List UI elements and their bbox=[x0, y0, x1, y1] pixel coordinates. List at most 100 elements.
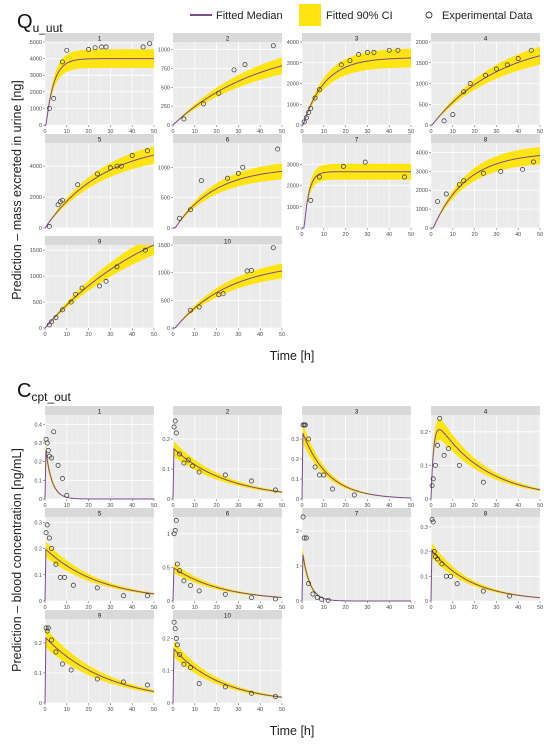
y-tick-label: 0.3 bbox=[34, 441, 42, 447]
median-line bbox=[172, 567, 283, 602]
x-tick-label: 0 bbox=[300, 232, 303, 238]
data-point bbox=[310, 591, 316, 597]
ci-band bbox=[45, 245, 154, 328]
median-line bbox=[44, 154, 155, 229]
x-tick-label: 10 bbox=[192, 503, 198, 509]
x-tick-label: 0 bbox=[43, 129, 46, 135]
data-point bbox=[222, 472, 228, 478]
data-point bbox=[49, 546, 54, 551]
data-point bbox=[97, 283, 102, 289]
data-point bbox=[121, 679, 126, 685]
data-point bbox=[364, 49, 370, 55]
ci-band bbox=[173, 563, 282, 601]
x-tick-label: 0 bbox=[43, 332, 46, 338]
data-point bbox=[480, 479, 486, 485]
y-tick-label: 1 bbox=[296, 564, 299, 570]
x-tick-label: 30 bbox=[235, 503, 241, 509]
y-tick-label: 2000 bbox=[416, 188, 428, 194]
x-tick-label: 0 bbox=[171, 129, 174, 135]
panel-strip bbox=[302, 134, 411, 143]
data-point bbox=[62, 574, 68, 580]
x-tick-label: 20 bbox=[472, 232, 478, 238]
y-tick-label: 0.2 bbox=[34, 460, 42, 466]
x-tick-label: 40 bbox=[515, 129, 521, 135]
x-tick-label: 0 bbox=[429, 129, 432, 135]
x-tick-label: 10 bbox=[192, 707, 198, 713]
data-point bbox=[64, 47, 70, 53]
x-tick-label: 30 bbox=[493, 232, 499, 238]
y-tick-label: 1500 bbox=[416, 61, 428, 67]
median-line bbox=[44, 450, 154, 500]
panel-strip bbox=[45, 236, 154, 245]
panel-strip-label: 1 bbox=[98, 36, 102, 43]
y-tick-label: 1000 bbox=[416, 207, 428, 213]
bottom-figure-title: Ccpt_out bbox=[17, 380, 71, 404]
data-point bbox=[79, 285, 85, 291]
y-tick-label: 2000 bbox=[30, 195, 42, 201]
x-tick-label: 40 bbox=[515, 503, 521, 509]
panel-strip bbox=[302, 406, 411, 415]
x-tick-label: 0 bbox=[429, 503, 432, 509]
blood-figure: 10 10 20 30 40 5000.10.20.30.420 10 20 30 40 5000.… bbox=[34, 406, 543, 713]
panel-1: 10 10 20 30 40 5000.10.20.30.4 bbox=[34, 406, 157, 509]
x-tick-label: 50 bbox=[537, 605, 543, 611]
data-point bbox=[308, 197, 314, 203]
panel-8: 8 0 10 20 30 40 50 0 1000 2000 3000 4000 bbox=[416, 134, 543, 238]
y-tick-label: 4000 bbox=[416, 150, 428, 156]
data-point bbox=[190, 463, 196, 469]
panel-strip-label: 4 bbox=[484, 409, 488, 416]
ci-band bbox=[302, 48, 411, 125]
y-tick-label: 0.1 bbox=[291, 477, 299, 483]
x-tick-label: 30 bbox=[235, 332, 241, 338]
x-tick-label: 50 bbox=[279, 605, 285, 611]
x-tick-label: 10 bbox=[450, 129, 456, 135]
panel-strip bbox=[431, 406, 540, 415]
x-tick-label: 20 bbox=[343, 232, 349, 238]
data-point bbox=[94, 171, 100, 177]
panel-5: 5 0 2000 4000 bbox=[30, 134, 155, 232]
data-point bbox=[51, 95, 57, 101]
x-tick-label: 0 bbox=[171, 605, 174, 611]
y-tick-label: 1000 bbox=[287, 102, 299, 108]
x-tick-label: 20 bbox=[214, 332, 220, 338]
y-tick-label: 1000 bbox=[158, 271, 170, 277]
median-line bbox=[302, 57, 412, 126]
ci-band bbox=[45, 49, 154, 125]
y-tick-label: 0 bbox=[425, 599, 428, 605]
x-tick-label: 40 bbox=[257, 605, 263, 611]
data-point bbox=[172, 418, 178, 424]
x-tick-label: 50 bbox=[151, 332, 157, 338]
x-tick-label: 50 bbox=[408, 129, 414, 135]
panel-strip-label: 6 bbox=[226, 511, 230, 518]
y-tick-label: 0.1 bbox=[420, 463, 428, 469]
y-tick-label: 3000 bbox=[30, 73, 42, 79]
y-tick-label: 0 bbox=[425, 123, 428, 129]
data-point bbox=[467, 81, 473, 86]
x-tick-label: 50 bbox=[408, 503, 414, 509]
data-point bbox=[432, 462, 438, 468]
x-tick-label: 10 bbox=[192, 332, 198, 338]
panel-strip-label: 9 bbox=[98, 613, 102, 620]
data-point bbox=[196, 588, 202, 594]
x-tick-label: 20 bbox=[214, 129, 220, 135]
panel-strip bbox=[173, 610, 282, 619]
y-tick-label: 0 bbox=[39, 326, 42, 332]
y-tick-label: 0 bbox=[296, 226, 299, 232]
data-point bbox=[216, 90, 222, 96]
data-point bbox=[145, 682, 150, 688]
data-point bbox=[430, 519, 436, 525]
data-point bbox=[59, 476, 65, 481]
y-tick-label: 0.2 bbox=[420, 430, 428, 436]
data-point bbox=[53, 315, 59, 321]
x-tick-label: 20 bbox=[86, 503, 92, 509]
x-tick-label: 40 bbox=[386, 503, 392, 509]
x-tick-label: 10 bbox=[64, 707, 70, 713]
data-point bbox=[196, 469, 202, 475]
data-point bbox=[53, 561, 59, 567]
data-point bbox=[171, 619, 177, 625]
data-point bbox=[225, 175, 230, 181]
data-point bbox=[275, 146, 281, 152]
data-point bbox=[145, 148, 150, 154]
data-point bbox=[249, 478, 254, 484]
